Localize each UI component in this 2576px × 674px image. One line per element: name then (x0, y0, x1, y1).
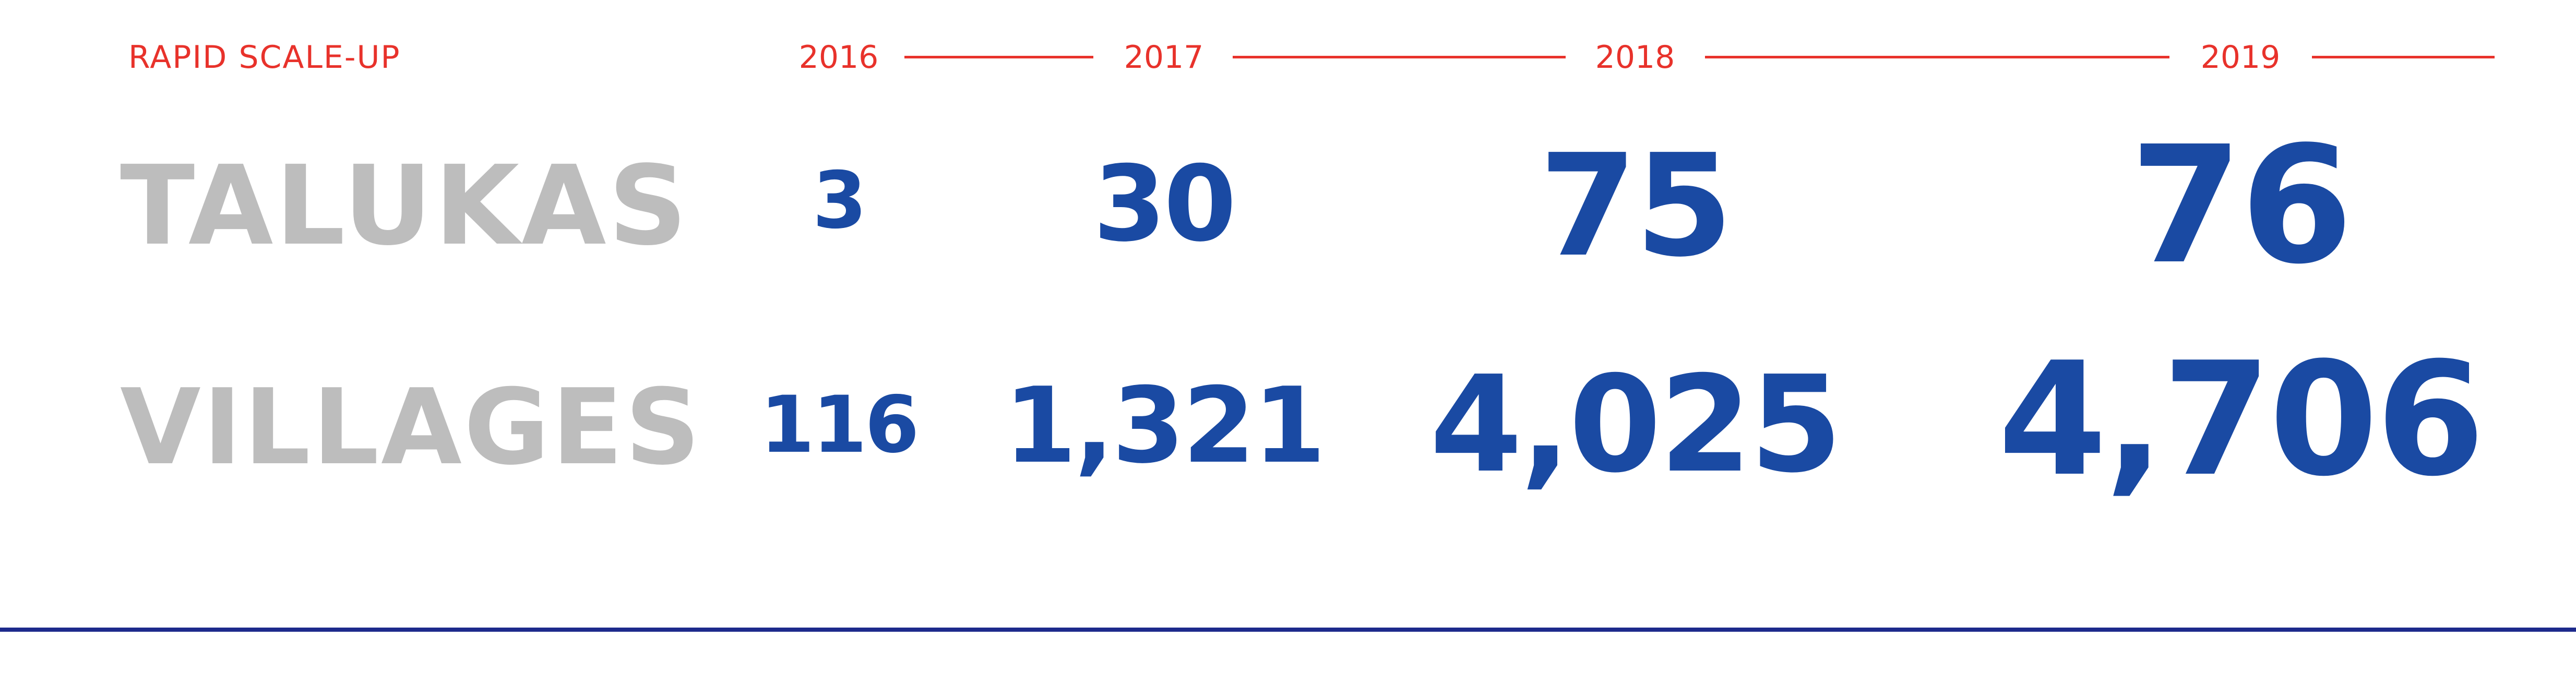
talukas-2019-value: 76 (2130, 112, 2353, 300)
section-title: RAPID SCALE-UP (128, 39, 401, 76)
year-2017: 2017 (1124, 39, 1204, 76)
timeline-connector (904, 56, 1093, 58)
year-2019: 2019 (2200, 39, 2281, 76)
villages-2018-value: 4,025 (1429, 347, 1843, 502)
villages-2019-value: 4,706 (1998, 329, 2485, 511)
villages-2016-value: 116 (760, 380, 919, 471)
talukas-2016-value: 3 (812, 155, 867, 246)
talukas-label: TALUKAS (120, 142, 689, 270)
talukas-2018-value: 75 (1539, 124, 1733, 288)
year-2018: 2018 (1595, 39, 1675, 76)
timeline-connector (1705, 56, 2169, 58)
villages-2017-value: 1,321 (1004, 365, 1326, 487)
bottom-divider (0, 628, 2576, 632)
year-2016: 2016 (798, 39, 879, 76)
talukas-2017-value: 30 (1093, 143, 1236, 265)
villages-label: VILLAGES (120, 367, 702, 488)
timeline-connector (2312, 56, 2495, 58)
timeline-connector (1233, 56, 1566, 58)
